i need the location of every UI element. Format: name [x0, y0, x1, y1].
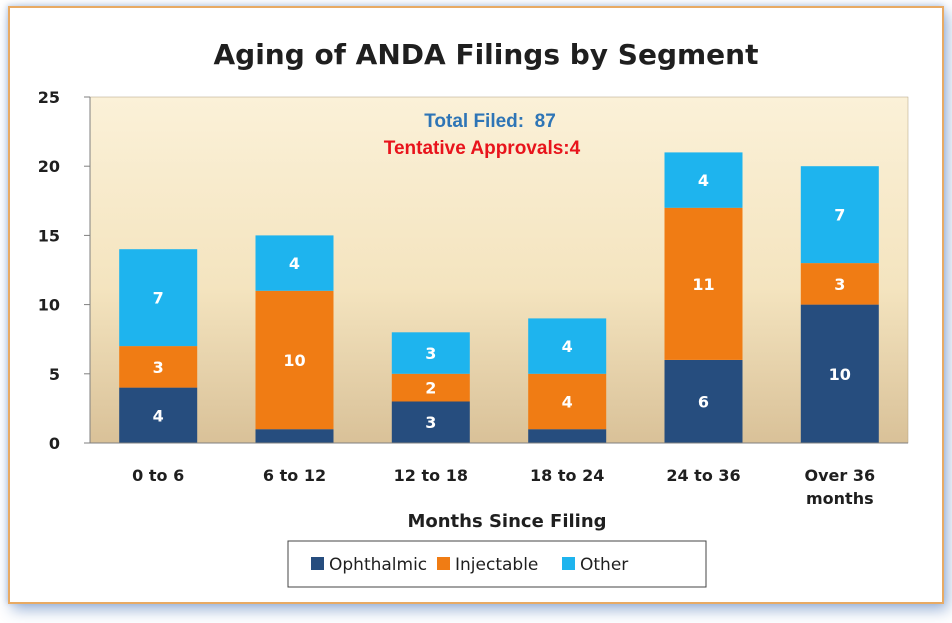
x-tick-label-2: 12 to 18	[394, 466, 468, 485]
bar-other-2	[391, 332, 470, 374]
data-label-ophthalmic-1: 1	[289, 442, 300, 461]
data-label-other-0: 7	[153, 289, 164, 308]
y-axis: 0 5 10 15 20 25	[38, 88, 91, 453]
x-tick-label-4: 24 to 36	[666, 466, 740, 485]
bar-other-3	[528, 318, 607, 374]
data-label-other-2: 3	[425, 344, 436, 363]
data-label-other-5: 7	[834, 206, 845, 225]
legend: Ophthalmic Injectable Other	[287, 540, 707, 588]
data-label-injectable-5: 3	[834, 275, 845, 294]
x-tick-label-0: 0 to 6	[132, 466, 184, 485]
plot-area	[89, 96, 909, 444]
legend-label-injectable: Injectable	[455, 555, 538, 575]
data-label-other-4: 4	[698, 171, 709, 190]
bar-injectable-0	[119, 346, 198, 388]
bar-ophthalmic-2	[391, 401, 470, 443]
bar-ophthalmic-4	[664, 360, 743, 443]
legend-swatch-ophthalmic	[311, 557, 324, 570]
bars-group: 4 3 7 1 10 4 3 2 3 1 4 4 6 11 4 10 3 7	[119, 152, 879, 461]
y-tick-label-25: 25	[38, 88, 60, 107]
annotation-tentative-approvals: Tentative Approvals:4	[384, 138, 581, 159]
y-tick-label-10: 10	[38, 296, 60, 315]
data-label-ophthalmic-5: 10	[829, 365, 851, 384]
x-axis: 0 to 6 6 to 12 12 to 18 18 to 24 24 to 36 Ove…	[90, 442, 908, 508]
data-label-other-3: 4	[562, 337, 573, 356]
bar-injectable-4	[664, 207, 743, 360]
legend-label-other: Other	[580, 555, 628, 575]
bar-ophthalmic-3	[528, 429, 607, 443]
data-label-injectable-2: 2	[425, 379, 436, 398]
bar-injectable-2	[391, 373, 470, 402]
x-axis-label: Months Since Filing	[407, 511, 606, 532]
data-label-injectable-4: 11	[692, 275, 714, 294]
annotation-total-filed: Total Filed: 87	[424, 111, 556, 132]
legend-swatch-injectable	[437, 557, 450, 570]
bar-other-5	[800, 166, 879, 264]
y-tick-label-0: 0	[49, 434, 60, 453]
legend-label-ophthalmic: Ophthalmic	[329, 555, 427, 575]
legend-swatch-other	[562, 557, 575, 570]
data-label-ophthalmic-2: 3	[425, 413, 436, 432]
data-label-injectable-0: 3	[153, 358, 164, 377]
bar-injectable-5	[800, 263, 879, 305]
bar-other-4	[664, 152, 743, 208]
data-label-ophthalmic-3: 1	[562, 442, 573, 461]
y-tick-label-5: 5	[49, 365, 60, 384]
x-tick-label-5: Over 36 months	[804, 466, 875, 508]
bar-ophthalmic-5	[800, 304, 879, 443]
bar-injectable-3	[528, 373, 607, 430]
data-label-injectable-3: 4	[562, 393, 573, 412]
data-label-ophthalmic-0: 4	[153, 406, 164, 425]
bar-ophthalmic-0	[119, 387, 198, 443]
data-label-injectable-1: 10	[283, 351, 305, 370]
bar-injectable-1	[255, 290, 334, 430]
x-tick-label-1: 6 to 12	[263, 466, 326, 485]
x-tick-label-3: 18 to 24	[530, 466, 604, 485]
legend-box	[287, 540, 707, 588]
bar-other-0	[119, 249, 198, 347]
bar-other-1	[255, 235, 334, 291]
chart-title: Aging of ANDA Filings by Segment	[213, 38, 758, 71]
y-tick-label-15: 15	[38, 226, 60, 245]
bar-ophthalmic-1	[255, 429, 334, 443]
y-tick-label-20: 20	[38, 157, 60, 176]
data-label-other-1: 4	[289, 254, 300, 273]
data-label-ophthalmic-4: 6	[698, 393, 709, 412]
